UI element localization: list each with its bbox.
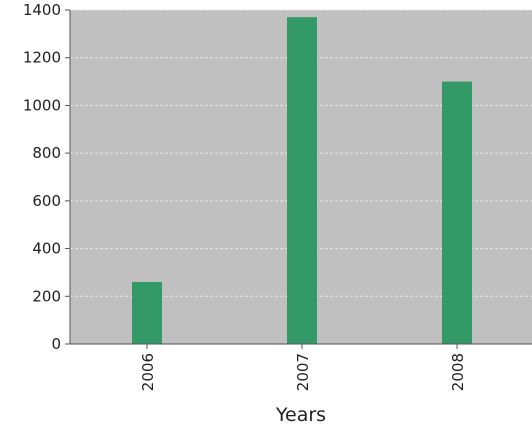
bar-2008 — [442, 81, 472, 345]
y-tick-label: 0 — [51, 335, 61, 353]
y-tick-label: 800 — [32, 144, 61, 162]
x-tick-label: 2006 — [139, 353, 157, 391]
bar-2006 — [132, 281, 162, 344]
bar-2007 — [287, 17, 317, 345]
y-tick-label: 400 — [32, 240, 61, 258]
y-tick-label: 600 — [32, 192, 61, 210]
y-tick-label: 200 — [32, 287, 61, 305]
y-tick-label: 1000 — [23, 96, 61, 114]
y-tick-label: 1400 — [23, 1, 61, 19]
x-axis-title: Years — [275, 404, 326, 426]
x-axis-ticks: 2006 2007 2008 — [139, 344, 467, 391]
bars — [132, 17, 472, 345]
x-tick-label: 2008 — [449, 353, 467, 391]
y-tick-label: 1200 — [23, 49, 61, 67]
y-axis-ticks: 0 200 400 600 800 1000 1200 1400 — [23, 1, 70, 353]
x-tick-label: 2007 — [294, 353, 312, 391]
